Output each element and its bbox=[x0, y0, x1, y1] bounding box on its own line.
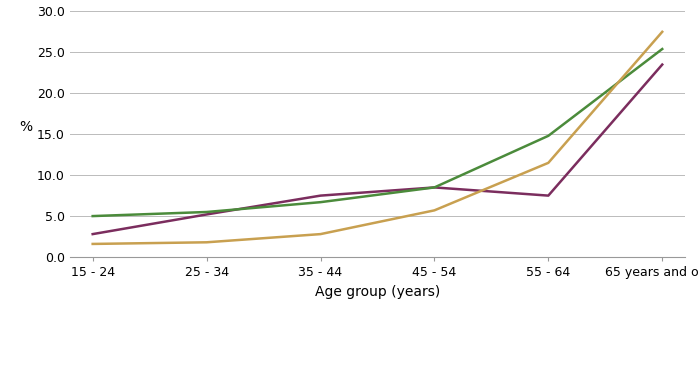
Y-axis label: %: % bbox=[20, 120, 33, 134]
X-axis label: Age group (years): Age group (years) bbox=[315, 285, 440, 299]
